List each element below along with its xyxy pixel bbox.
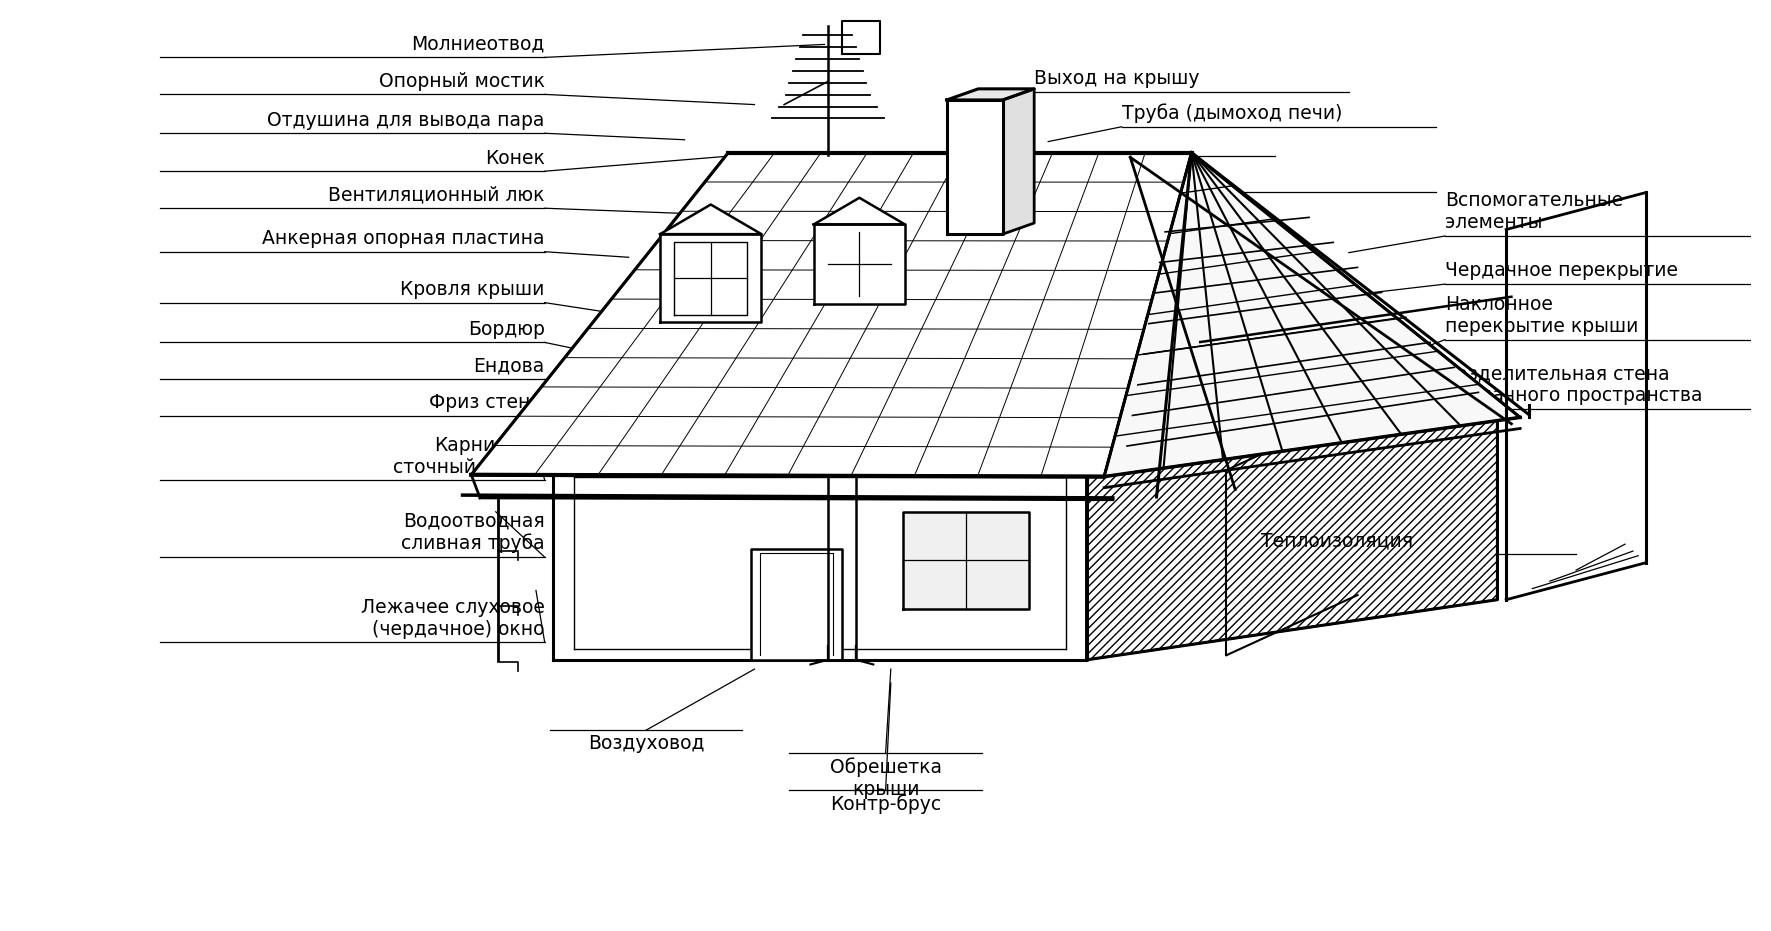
Text: Конек: Конек <box>485 149 545 168</box>
Polygon shape <box>1087 405 1498 660</box>
Text: Бордюр: Бордюр <box>468 319 545 339</box>
Text: Теплоизоляция: Теплоизоляция <box>1261 532 1413 550</box>
Polygon shape <box>661 205 762 234</box>
Text: Воздуховод: Воздуховод <box>588 734 705 753</box>
Text: Фриз стены: Фриз стены <box>429 393 545 412</box>
Polygon shape <box>751 548 841 660</box>
Text: Обрешетка
крыши: Обрешетка крыши <box>829 757 942 799</box>
Text: Отдушина для вывода пара: Отдушина для вывода пара <box>267 111 545 129</box>
Polygon shape <box>661 234 762 322</box>
Text: Карнизный
сточный желоб: Карнизный сточный желоб <box>393 436 545 477</box>
Polygon shape <box>1002 88 1034 234</box>
Text: Вентиляционный люк: Вентиляционный люк <box>328 185 545 205</box>
Polygon shape <box>947 100 1002 234</box>
Text: Вспомогательные
элементы: Вспомогательные элементы <box>1445 191 1622 233</box>
Text: Лежачее слуховое
(чердачное) окно: Лежачее слуховое (чердачное) окно <box>361 598 545 639</box>
Text: Кровля крыши: Кровля крыши <box>400 280 545 299</box>
Text: Анкерная опорная пластина: Анкерная опорная пластина <box>262 229 545 248</box>
Polygon shape <box>1087 405 1498 660</box>
Polygon shape <box>903 512 1029 609</box>
Text: Толь: Толь <box>960 134 1006 153</box>
Text: Чердачное перекрытие: Чердачное перекрытие <box>1445 262 1677 280</box>
Polygon shape <box>554 466 1087 660</box>
Text: Разделительная стена
чердачного пространства: Разделительная стена чердачного простран… <box>1445 364 1702 405</box>
Text: Труба (дымоход печи): Труба (дымоход печи) <box>1121 103 1342 123</box>
Text: Опорный мостик: Опорный мостик <box>379 72 545 90</box>
Text: Выход на крышу: Выход на крышу <box>1034 69 1199 88</box>
Polygon shape <box>813 197 905 224</box>
Polygon shape <box>813 224 905 304</box>
Polygon shape <box>1103 153 1520 477</box>
Text: Ендова: Ендова <box>473 357 545 376</box>
Polygon shape <box>947 88 1034 100</box>
Text: Наклонное
перекрытие крыши: Наклонное перекрытие крыши <box>1445 295 1638 336</box>
Text: Стропила: Стропила <box>1121 169 1217 188</box>
Polygon shape <box>471 153 1192 477</box>
Text: Молниеотвод: Молниеотвод <box>411 34 545 54</box>
Text: Водоотводная
сливная труба: Водоотводная сливная труба <box>400 512 545 553</box>
Text: Контр-брус: Контр-брус <box>831 794 940 814</box>
